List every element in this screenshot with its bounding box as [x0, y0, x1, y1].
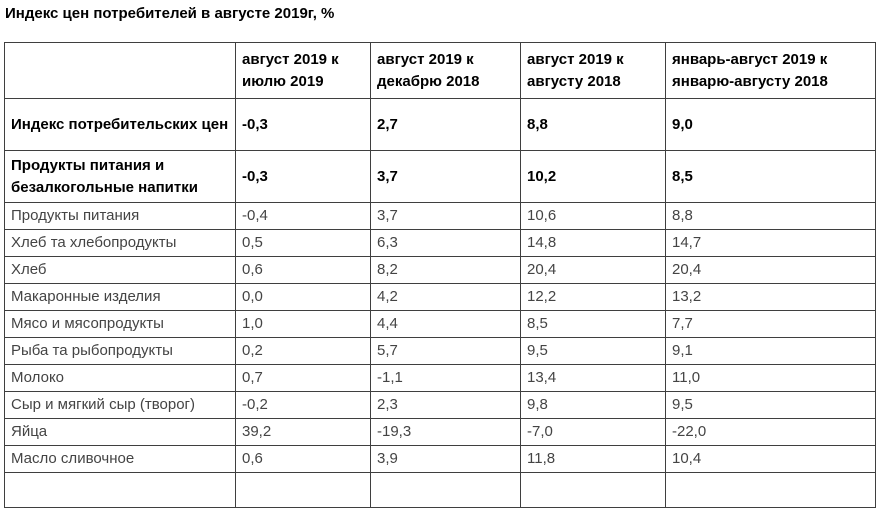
page-title: Индекс цен потребителей в августе 2019г,…: [5, 5, 335, 22]
value-cell: 8,5: [665, 150, 876, 203]
value-cell: 0,5: [235, 229, 371, 257]
value-cell: 0,2: [235, 337, 371, 365]
table-row: Хлеб 0,6 8,2 20,4 20,4: [4, 256, 876, 284]
value-cell: 20,4: [520, 256, 666, 284]
value-cell: 0,6: [235, 256, 371, 284]
header-cell-ytd: январь-август 2019 к январю-августу 2018: [665, 42, 876, 99]
row-label: Продукты питания: [4, 202, 236, 230]
row-label: Сыр и мягкий сыр (творог): [4, 391, 236, 419]
value-cell: -0,2: [235, 391, 371, 419]
value-cell: 9,5: [520, 337, 666, 365]
value-cell: 8,8: [665, 202, 876, 230]
table-row: Продукты питания и безалкогольные напитк…: [4, 150, 876, 203]
table-body: Индекс потребительских цен -0,3 2,7 8,8 9,0 П…: [4, 98, 876, 508]
row-label: Хлеб та хлебопродукты: [4, 229, 236, 257]
value-cell: 9,8: [520, 391, 666, 419]
value-cell: 8,2: [370, 256, 521, 284]
row-label: Макаронные изделия: [4, 283, 236, 311]
table-row-cutoff: [4, 472, 876, 508]
value-cell: [665, 472, 876, 508]
value-cell: 8,5: [520, 310, 666, 338]
value-cell: -7,0: [520, 418, 666, 446]
value-cell: 3,7: [370, 150, 521, 203]
table-row: Макаронные изделия 0,0 4,2 12,2 13,2: [4, 283, 876, 311]
header-cell-month: август 2019 к июлю 2019: [235, 42, 371, 99]
value-cell: [4, 472, 236, 508]
value-cell: -0,3: [235, 98, 371, 151]
value-cell: 10,4: [665, 445, 876, 473]
table-header: август 2019 к июлю 2019 август 2019 к де…: [4, 42, 876, 99]
table-row: Индекс потребительских цен -0,3 2,7 8,8 9,0: [4, 98, 876, 151]
cpi-table: август 2019 к июлю 2019 август 2019 к де…: [4, 42, 876, 508]
value-cell: 5,7: [370, 337, 521, 365]
value-cell: 0,6: [235, 445, 371, 473]
row-label: Мясо и мясопродукты: [4, 310, 236, 338]
value-cell: [520, 472, 666, 508]
value-cell: 9,0: [665, 98, 876, 151]
value-cell: 1,0: [235, 310, 371, 338]
value-cell: 3,7: [370, 202, 521, 230]
value-cell: 10,2: [520, 150, 666, 203]
row-label: Индекс потребительских цен: [4, 98, 236, 151]
header-row: август 2019 к июлю 2019 август 2019 к де…: [4, 42, 876, 99]
value-cell: 2,7: [370, 98, 521, 151]
table-row: Рыба та рыбопродукты 0,2 5,7 9,5 9,1: [4, 337, 876, 365]
table-row: Сыр и мягкий сыр (творог) -0,2 2,3 9,8 9,5: [4, 391, 876, 419]
value-cell: 11,0: [665, 364, 876, 392]
table-row: Мясо и мясопродукты 1,0 4,4 8,5 7,7: [4, 310, 876, 338]
row-label: Молоко: [4, 364, 236, 392]
table-row: Молоко 0,7 -1,1 13,4 11,0: [4, 364, 876, 392]
value-cell: -0,4: [235, 202, 371, 230]
value-cell: 6,3: [370, 229, 521, 257]
value-cell: 13,4: [520, 364, 666, 392]
row-label: Масло сливочное: [4, 445, 236, 473]
value-cell: 11,8: [520, 445, 666, 473]
value-cell: 13,2: [665, 283, 876, 311]
value-cell: [370, 472, 521, 508]
value-cell: 3,9: [370, 445, 521, 473]
value-cell: -22,0: [665, 418, 876, 446]
value-cell: 10,6: [520, 202, 666, 230]
value-cell: 9,1: [665, 337, 876, 365]
value-cell: 12,2: [520, 283, 666, 311]
value-cell: 0,7: [235, 364, 371, 392]
value-cell: 20,4: [665, 256, 876, 284]
table-row: Яйца 39,2 -19,3 -7,0 -22,0: [4, 418, 876, 446]
value-cell: 4,2: [370, 283, 521, 311]
row-label: Яйца: [4, 418, 236, 446]
value-cell: 39,2: [235, 418, 371, 446]
value-cell: -1,1: [370, 364, 521, 392]
header-cell-december: август 2019 к декабрю 2018: [370, 42, 521, 99]
value-cell: 2,3: [370, 391, 521, 419]
table-row: Масло сливочное 0,6 3,9 11,8 10,4: [4, 445, 876, 473]
value-cell: 14,8: [520, 229, 666, 257]
value-cell: -19,3: [370, 418, 521, 446]
table-row: Продукты питания -0,4 3,7 10,6 8,8: [4, 202, 876, 230]
header-cell-empty: [4, 42, 236, 99]
value-cell: 9,5: [665, 391, 876, 419]
value-cell: 0,0: [235, 283, 371, 311]
value-cell: 7,7: [665, 310, 876, 338]
table-row: Хлеб та хлебопродукты 0,5 6,3 14,8 14,7: [4, 229, 876, 257]
value-cell: 8,8: [520, 98, 666, 151]
value-cell: 4,4: [370, 310, 521, 338]
value-cell: -0,3: [235, 150, 371, 203]
header-cell-yoy: август 2019 к августу 2018: [520, 42, 666, 99]
row-label: Продукты питания и безалкогольные напитк…: [4, 150, 236, 203]
row-label: Хлеб: [4, 256, 236, 284]
value-cell: [235, 472, 371, 508]
row-label: Рыба та рыбопродукты: [4, 337, 236, 365]
value-cell: 14,7: [665, 229, 876, 257]
